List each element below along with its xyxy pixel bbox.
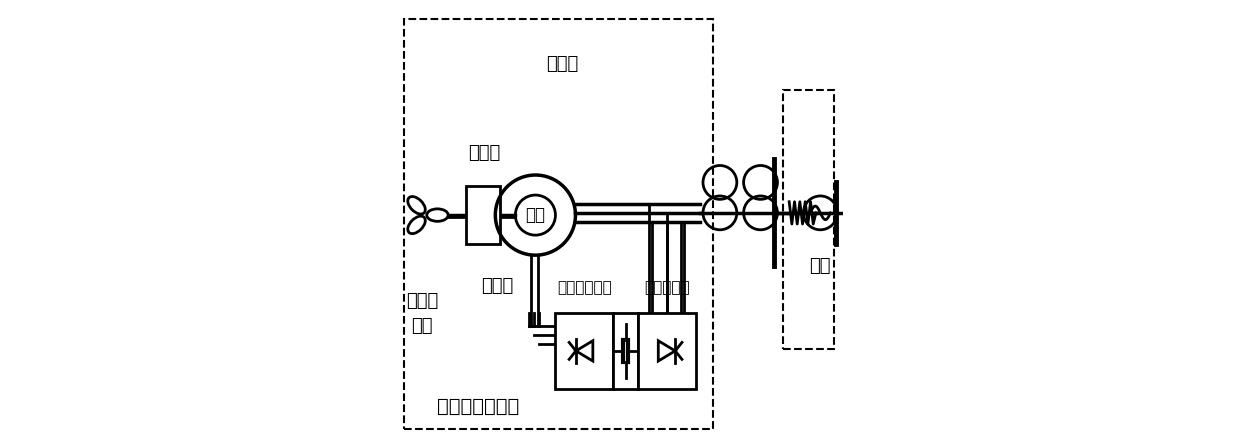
Text: 风机: 风机: [526, 206, 546, 224]
Text: 转子侧变换器: 转子侧变换器: [557, 280, 611, 295]
Text: 齿轮箱: 齿轮箱: [467, 144, 500, 162]
Ellipse shape: [427, 209, 448, 221]
Text: 风力涡
轮机: 风力涡 轮机: [405, 292, 438, 335]
Bar: [614, 313, 637, 389]
Text: 电网: 电网: [810, 257, 831, 275]
Text: 双馈风力发电机: 双馈风力发电机: [438, 396, 520, 415]
Bar: [466, 186, 500, 244]
Bar: [556, 313, 614, 389]
Bar: [404, 19, 713, 429]
Text: 转子侧: 转子侧: [481, 277, 513, 295]
Bar: [637, 313, 696, 389]
Text: 定子侧: 定子侧: [546, 55, 578, 73]
Text: 网侧变换器: 网侧变换器: [644, 280, 689, 295]
Bar: [782, 90, 833, 349]
Ellipse shape: [408, 197, 425, 214]
Ellipse shape: [408, 216, 425, 234]
